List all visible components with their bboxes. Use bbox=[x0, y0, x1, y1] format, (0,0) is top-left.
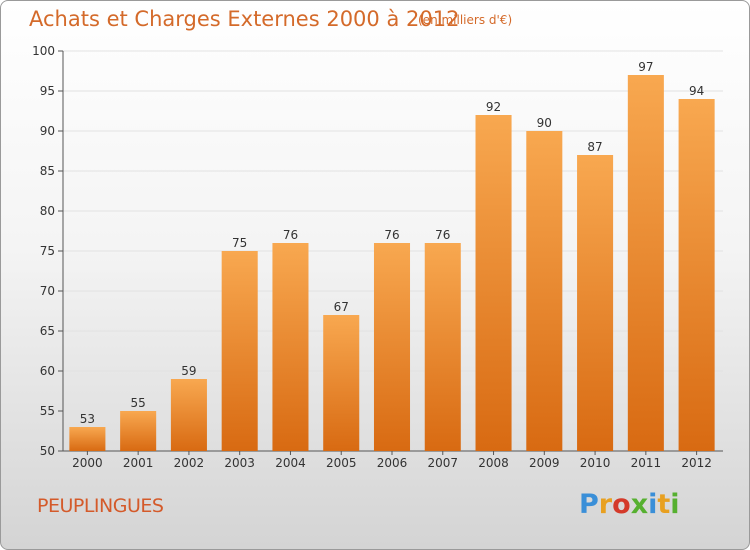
x-tick-label: 2005 bbox=[326, 456, 357, 470]
x-tick-label: 2001 bbox=[123, 456, 154, 470]
logo-letter: o bbox=[612, 489, 631, 520]
y-tick-label: 65 bbox=[40, 324, 55, 338]
y-tick-label: 70 bbox=[40, 284, 55, 298]
x-tick-label: 2003 bbox=[224, 456, 255, 470]
y-tick-label: 50 bbox=[40, 444, 55, 458]
x-tick-labels: 2000 2001 2002 2003 2004 2005 2006 2007 2008 2009… bbox=[72, 451, 712, 470]
bar-2005 bbox=[323, 315, 360, 451]
data-label: 67 bbox=[334, 300, 349, 314]
bar-2003 bbox=[221, 251, 258, 451]
data-label: 92 bbox=[486, 100, 501, 114]
data-label: 53 bbox=[80, 412, 95, 426]
data-label: 97 bbox=[638, 60, 653, 74]
y-tick-label: 55 bbox=[40, 404, 55, 418]
logo-letter: r bbox=[598, 489, 613, 520]
bar-2000 bbox=[69, 427, 106, 451]
x-tick-label: 2008 bbox=[478, 456, 509, 470]
x-tick-label: 2004 bbox=[275, 456, 306, 470]
bar-2012 bbox=[678, 99, 715, 451]
y-tick-label: 100 bbox=[32, 44, 55, 58]
y-tick-labels: 50 55 60 65 70 75 80 85 90 95 100 bbox=[32, 44, 55, 458]
x-tick-label: 2011 bbox=[631, 456, 662, 470]
y-tick-label: 75 bbox=[40, 244, 55, 258]
data-label: 76 bbox=[384, 228, 399, 242]
x-tick-label: 2009 bbox=[529, 456, 560, 470]
logo-letter: i bbox=[670, 489, 680, 520]
logo-letter: t bbox=[657, 489, 671, 520]
chart-subtitle: (en milliers d'€) bbox=[418, 13, 513, 27]
y-tick-label: 90 bbox=[40, 124, 55, 138]
bar-2002 bbox=[170, 379, 207, 451]
x-tick-label: 2002 bbox=[174, 456, 205, 470]
data-label: 75 bbox=[232, 236, 247, 250]
data-label: 76 bbox=[283, 228, 298, 242]
y-tick-label: 85 bbox=[40, 164, 55, 178]
bar-2011 bbox=[627, 75, 664, 451]
bar-2006 bbox=[373, 243, 411, 451]
x-tick-label: 2007 bbox=[427, 456, 458, 470]
proxiti-logo: Proxiti bbox=[579, 489, 680, 520]
bar-2009 bbox=[526, 131, 563, 451]
x-tick-label: 2006 bbox=[377, 456, 408, 470]
bar-2010 bbox=[577, 155, 614, 451]
x-tick-label: 2012 bbox=[681, 456, 712, 470]
x-tick-label: 2000 bbox=[72, 456, 103, 470]
bar-2001 bbox=[120, 411, 157, 451]
y-tick-label: 95 bbox=[40, 84, 55, 98]
data-label: 90 bbox=[537, 116, 552, 130]
commune-name: PEUPLINGUES bbox=[37, 495, 164, 517]
data-label: 55 bbox=[131, 396, 146, 410]
logo-letter: P bbox=[579, 489, 599, 520]
x-tick-label: 2010 bbox=[580, 456, 611, 470]
y-tick-label: 80 bbox=[40, 204, 55, 218]
bars bbox=[69, 75, 715, 451]
logo-letter: x bbox=[630, 489, 649, 520]
data-label: 59 bbox=[181, 364, 196, 378]
bar-2004 bbox=[272, 243, 309, 451]
logo-letter: i bbox=[648, 489, 658, 520]
data-label: 76 bbox=[435, 228, 450, 242]
bar-2007 bbox=[424, 243, 461, 451]
data-label: 87 bbox=[587, 140, 602, 154]
y-tick-label: 60 bbox=[40, 364, 55, 378]
data-label: 94 bbox=[689, 84, 704, 98]
data-labels: 53 55 59 75 76 67 76 76 92 90 87 97 94 bbox=[80, 60, 705, 426]
bar-2008 bbox=[475, 115, 512, 451]
chart-title: Achats et Charges Externes 2000 à 2012 bbox=[29, 7, 460, 31]
